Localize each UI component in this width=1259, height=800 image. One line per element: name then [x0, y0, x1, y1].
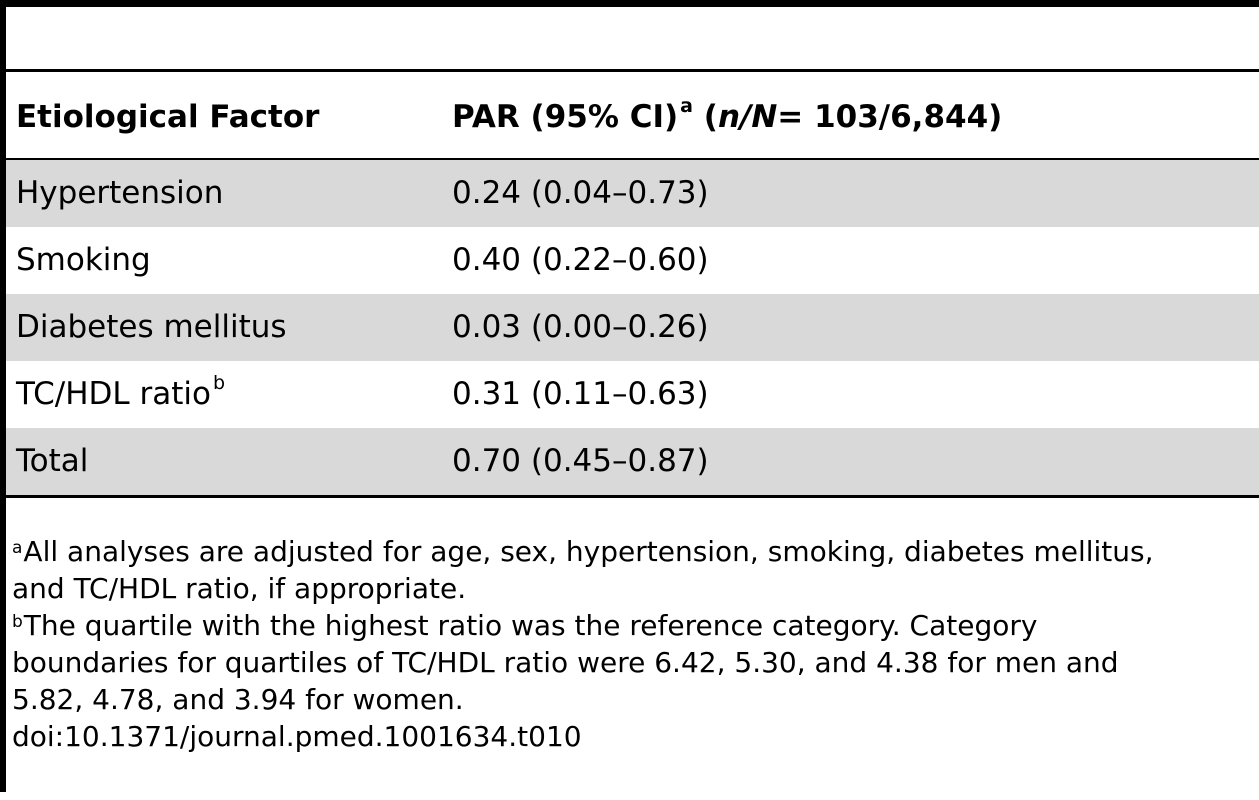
- factor-cell: Diabetes mellitus: [16, 309, 287, 345]
- footnote-a-line: aAll analyses are adjusted for age, sex,…: [12, 533, 1259, 570]
- footnote-b-continuation: boundaries for quartiles of TC/HDL ratio…: [12, 646, 1119, 679]
- par-cell: 0.03 (0.00–0.26): [452, 309, 709, 345]
- table-row: TC/HDL ratio b 0.31 (0.11–0.63): [6, 361, 1259, 428]
- table-bottom-rule: [6, 495, 1259, 498]
- header-n-over-n: n/N: [717, 99, 778, 135]
- footnote-b-marker: b: [12, 612, 23, 632]
- par-cell: 0.24 (0.04–0.73): [452, 175, 709, 211]
- table-footnotes: aAll analyses are adjusted for age, sex,…: [12, 533, 1259, 755]
- table-header: Etiological Factor PAR (95% CI) a (n/N= 1…: [6, 72, 1259, 160]
- par-cell: 0.70 (0.45–0.87): [452, 443, 709, 479]
- header-etiological-factor: Etiological Factor: [16, 99, 320, 135]
- factor-cell: Total: [16, 443, 89, 479]
- footnote-a-text: All analyses are adjusted for age, sex, …: [23, 535, 1154, 568]
- table-row: Diabetes mellitus 0.03 (0.00–0.26): [6, 294, 1259, 361]
- header-par-label: PAR (95% CI): [452, 99, 679, 135]
- header-par-footnote-marker: a: [680, 95, 693, 117]
- header-par: PAR (95% CI) a (n/N= 103/6,844): [452, 95, 1003, 135]
- top-border: [0, 0, 1259, 7]
- par-cell: 0.40 (0.22–0.60): [452, 242, 709, 278]
- par-cell: 0.31 (0.11–0.63): [452, 376, 709, 412]
- footnote-a-continuation: and TC/HDL ratio, if appropriate.: [12, 572, 467, 605]
- table-row: Total 0.70 (0.45–0.87): [6, 428, 1259, 495]
- factor-footnote-marker: b: [213, 372, 226, 394]
- table-row: Hypertension 0.24 (0.04–0.73): [6, 160, 1259, 227]
- footnote-b-text: The quartile with the highest ratio was …: [23, 609, 1038, 642]
- factor-cell: Hypertension: [16, 175, 224, 211]
- footnote-a-marker: a: [12, 538, 23, 558]
- footnote-b-continuation: 5.82, 4.78, and 3.94 for women.: [12, 683, 464, 716]
- left-border: [0, 0, 6, 792]
- header-open-paren: (: [703, 99, 718, 135]
- header-rule: [6, 69, 1259, 72]
- factor-cell: Smoking: [16, 242, 151, 278]
- doi-text: doi:10.1371/journal.pmed.1001634.t010: [12, 720, 582, 753]
- factor-label: TC/HDL ratio: [16, 376, 211, 412]
- footnote-b-line: bThe quartile with the highest ratio was…: [12, 607, 1259, 644]
- table-row: Smoking 0.40 (0.22–0.60): [6, 227, 1259, 294]
- header-n-value: = 103/6,844): [777, 99, 1003, 135]
- par-table: Etiological Factor PAR (95% CI) a (n/N= 1…: [6, 72, 1259, 498]
- factor-cell: TC/HDL ratio b: [16, 372, 225, 412]
